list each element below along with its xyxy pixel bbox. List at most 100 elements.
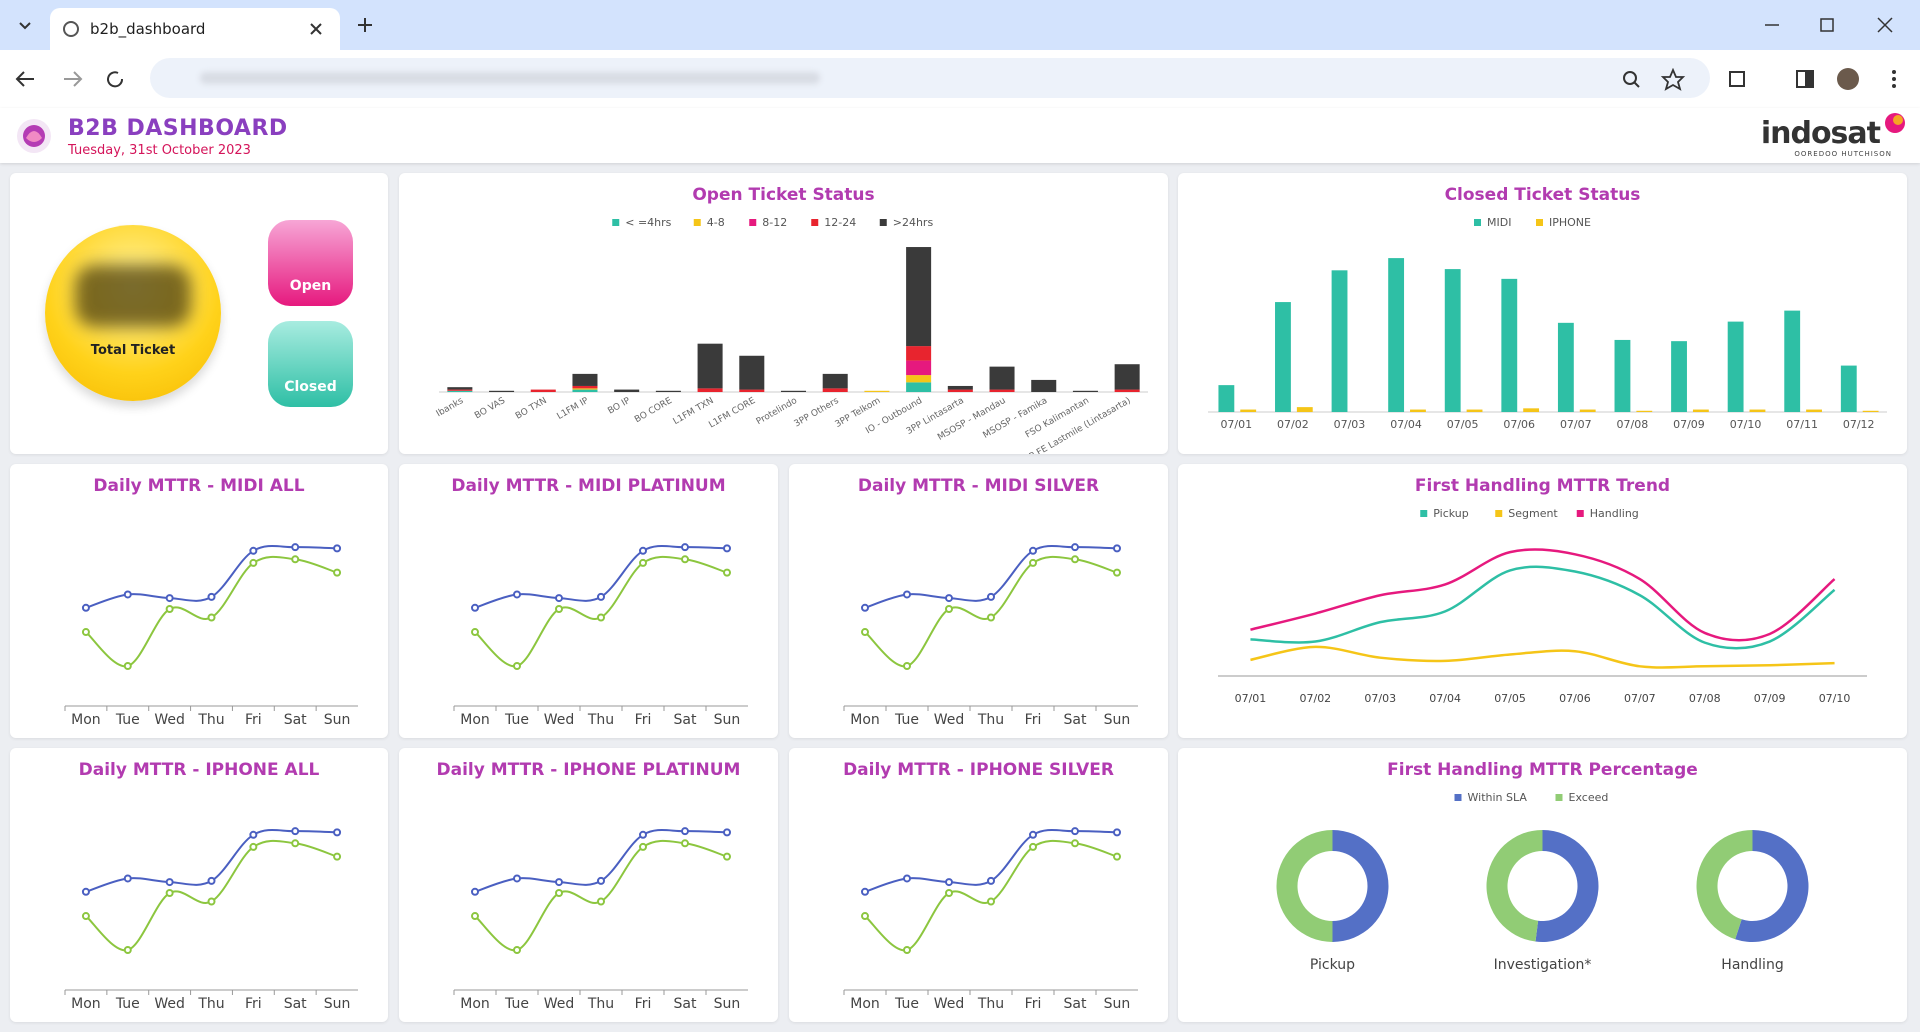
point [471, 912, 479, 921]
bar [1749, 409, 1766, 412]
point [1113, 828, 1121, 837]
legend-swatch [811, 219, 819, 226]
x-tick-label: 07/01 [1220, 418, 1252, 431]
bar-segment [572, 389, 598, 392]
chart-card: Daily MTTR - MIDI SILVER Mon Tue Wed Thu Fri S… [789, 464, 1168, 738]
chart-title: Daily MTTR - IPHONE SILVER [843, 760, 1114, 780]
x-tick-label: Tue [504, 712, 529, 728]
point [597, 592, 605, 601]
tab[interactable]: b2b_dashboard [50, 8, 340, 50]
x-tick-label: Fri [635, 712, 652, 728]
x-tick-label: 07/06 [1559, 692, 1591, 705]
bar-segment [655, 390, 681, 392]
bar-segment [989, 366, 1015, 390]
chart-card: First Handling MTTR Trend Pickup Segment Ha… [1178, 464, 1907, 738]
bar [1331, 270, 1348, 412]
x-tick-label: Mon [850, 996, 880, 1012]
bar-segment [1031, 379, 1057, 392]
dashboard-date: Tuesday, 31st October 2023 [68, 143, 251, 158]
point [207, 613, 216, 622]
chart-card: Daily MTTR - IPHONE PLATINUM Mon Tue Wed Thu… [399, 748, 778, 1022]
window-controls[interactable] [1760, 15, 1910, 35]
x-tick-label: Mon [71, 996, 101, 1012]
point [1029, 842, 1037, 851]
point [333, 568, 342, 577]
bar [1410, 409, 1426, 412]
legend-swatch [1536, 219, 1543, 226]
bar [1579, 409, 1596, 412]
legend-swatch [1474, 219, 1481, 226]
legend-swatch [1454, 794, 1462, 801]
open-button[interactable]: Open [268, 220, 353, 306]
point [1029, 558, 1037, 567]
x-tick-label: 07/08 [1689, 692, 1721, 705]
point [291, 839, 300, 848]
legend-label: Exceed [1569, 791, 1609, 804]
x-tick-label: 07/03 [1364, 692, 1396, 705]
point [123, 661, 132, 670]
bar-segment [906, 247, 932, 347]
address-bar[interactable] [150, 58, 1710, 98]
point [207, 897, 216, 906]
point [1113, 852, 1121, 861]
toolbar-icons[interactable] [1620, 68, 1910, 92]
chart: First Handling MTTR Percentage Within SLA… [1276, 760, 1809, 973]
chart: Daily MTTR - IPHONE PLATINUM Mon Tue Wed Thu… [437, 760, 748, 1012]
x-tick-label: 07/10 [1730, 418, 1762, 431]
tab-icon [63, 21, 79, 37]
bar-segment [614, 389, 640, 392]
donut-slice [1332, 830, 1389, 942]
x-tick-label: 07/10 [1819, 692, 1851, 705]
point [123, 590, 132, 599]
x-tick-label: Fri [1025, 996, 1042, 1012]
x-tick-label: Fri [635, 996, 652, 1012]
legend-label: Within SLA [1468, 791, 1528, 804]
new-tab[interactable] [355, 15, 375, 35]
x-tick-label: 07/07 [1624, 692, 1656, 705]
point [333, 852, 342, 861]
nav-buttons[interactable] [14, 68, 124, 90]
total-ticket[interactable]: Total Ticket [45, 225, 221, 401]
point [1071, 839, 1079, 848]
point [165, 594, 174, 603]
point [249, 842, 258, 851]
tab-menu[interactable] [12, 12, 38, 38]
brand-dot [1885, 113, 1905, 133]
x-tick-label: Sat [674, 996, 697, 1012]
point [1029, 830, 1037, 839]
legend-swatch [749, 219, 757, 226]
point [555, 605, 563, 613]
line [864, 839, 1118, 951]
point [945, 889, 953, 897]
chart-card: Open Ticket Status < =4hrs 4-8 8-12 12-24 >24… [399, 173, 1168, 454]
x-tick-label: Tue [115, 712, 140, 728]
legend-swatch [1420, 510, 1428, 517]
point [723, 568, 731, 577]
point [513, 945, 521, 954]
bar [1557, 322, 1574, 412]
tab-close[interactable] [308, 21, 324, 37]
point [291, 543, 300, 552]
bar-segment [1114, 389, 1140, 392]
x-tick-label: Sun [1104, 712, 1131, 728]
x-tick-label: Sat [674, 712, 697, 728]
tab-bar: b2b_dashboard [0, 0, 1920, 50]
legend-label: 12-24 [824, 216, 856, 229]
bar-segment [989, 389, 1015, 392]
donut-label: Handling [1721, 957, 1783, 973]
x-tick-label: Sun [1104, 996, 1131, 1012]
point [555, 594, 563, 603]
closed-label: Closed [284, 379, 337, 395]
x-tick-label: Sat [284, 996, 307, 1012]
point [945, 878, 953, 887]
bar [1296, 407, 1313, 412]
chart-title: Daily MTTR - MIDI SILVER [858, 476, 1099, 496]
bar [1671, 341, 1687, 412]
x-tick-label: 07/09 [1754, 692, 1786, 705]
point [1071, 555, 1079, 564]
closed-button[interactable]: Closed [268, 321, 353, 407]
chart: First Handling MTTR Trend Pickup Segment Ha… [1218, 476, 1867, 705]
bar [1523, 408, 1540, 412]
chart: Open Ticket Status < =4hrs 4-8 8-12 12-24 >24… [435, 185, 1148, 454]
x-tick-label: 07/02 [1299, 692, 1331, 705]
